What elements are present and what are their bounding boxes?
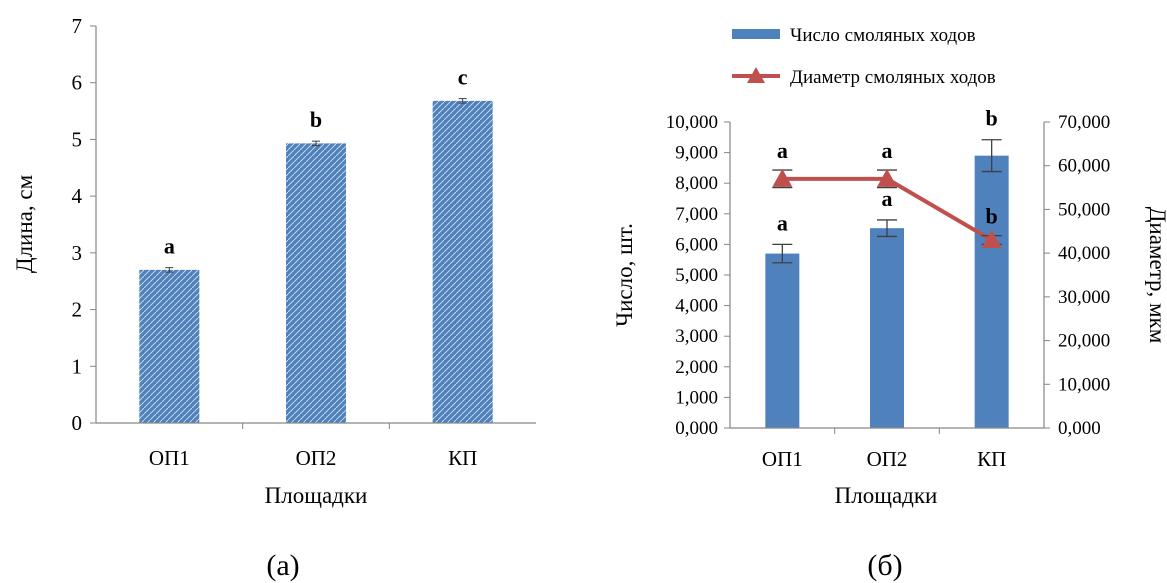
bar-КП — [974, 155, 1009, 428]
y2-tick-label: 10,000 — [1058, 374, 1110, 395]
diameter-point-КП — [981, 230, 1002, 249]
y-tick-label: 3 — [72, 241, 83, 265]
caption-a: (а) — [266, 549, 299, 582]
chart-b: 0,000 1,000 2,000 3,000 4,000 5,000 6,000 7,000… — [612, 25, 1167, 508]
chart-a: 0 1 2 3 4 5 6 7 ОП1 ОП2 КП a b c Площадки Длина, см — [12, 14, 536, 508]
bar-КП — [432, 100, 493, 423]
y-tick-label: 1,000 — [675, 387, 718, 408]
significance-label: b — [310, 107, 322, 132]
diameter-point-ОП1 — [772, 168, 793, 187]
y-tick-label: 10,000 — [666, 112, 718, 133]
chart-a-bars — [139, 98, 493, 424]
bar-ОП1 — [139, 269, 200, 423]
y-tick-label: 8,000 — [675, 173, 718, 194]
x-tick-label: ОП2 — [867, 447, 908, 471]
x-tick-label: ОП1 — [149, 446, 190, 470]
y2-tick-label: 50,000 — [1058, 199, 1110, 220]
chart-b-bars — [765, 139, 1009, 428]
y-tick-label: 1 — [72, 354, 83, 378]
chart-a-y-ticks: 0 1 2 3 4 5 6 7 — [72, 14, 96, 435]
y-tick-label: 0,000 — [675, 418, 718, 439]
significance-label-count: a — [777, 210, 788, 235]
chart-b-x-tick-labels: ОП1 ОП2 КП — [762, 428, 1006, 471]
chart-a-x-axis-title: Площадки — [265, 483, 368, 508]
y-tick-label: 5,000 — [675, 265, 718, 286]
y-tick-label: 0 — [72, 411, 83, 435]
chart-a-y-axis-title: Длина, см — [12, 174, 37, 273]
x-tick-label: ОП1 — [762, 447, 803, 471]
chart-b-y2-ticks: 0,000 10,000 20,000 30,000 40,000 50,000 60,00… — [1044, 112, 1110, 439]
y2-tick-label: 30,000 — [1058, 287, 1110, 308]
x-tick-label: ОП2 — [296, 446, 337, 470]
diameter-point-ОП2 — [877, 168, 897, 187]
significance-label-diameter: b — [986, 204, 998, 229]
y-tick-label: 2,000 — [675, 357, 718, 378]
significance-label-diameter: a — [882, 138, 893, 163]
y2-tick-label: 60,000 — [1058, 156, 1110, 177]
bar-ОП2 — [286, 143, 346, 424]
chart-a-significance-labels: a b c — [164, 65, 468, 259]
y-tick-label: 9,000 — [675, 143, 718, 164]
y-tick-label: 7,000 — [675, 204, 718, 225]
x-tick-label: КП — [448, 446, 477, 470]
bar-ОП2 — [870, 228, 904, 428]
y-tick-label: 6 — [72, 71, 83, 95]
x-tick-label: КП — [977, 447, 1006, 471]
significance-label-count: a — [882, 186, 893, 211]
y-tick-label: 4 — [72, 184, 83, 208]
y2-tick-label: 20,000 — [1058, 331, 1110, 352]
caption-b: (б) — [867, 549, 902, 582]
y2-tick-label: 0,000 — [1058, 418, 1101, 439]
y-tick-label: 6,000 — [675, 234, 718, 255]
significance-label: c — [458, 65, 468, 90]
y-tick-label: 5 — [72, 127, 83, 151]
bar-ОП1 — [765, 253, 800, 428]
chart-b-y-ticks: 0,000 1,000 2,000 3,000 4,000 5,000 6,000 7,000… — [666, 112, 730, 439]
y-tick-label: 2 — [72, 298, 83, 322]
chart-b-line-series — [772, 168, 1002, 249]
legend-bar-label: Число смоляных ходов — [790, 25, 976, 46]
y-tick-label: 7 — [72, 14, 83, 38]
y2-tick-label: 70,000 — [1058, 112, 1110, 133]
legend-line-label: Диаметр смоляных ходов — [790, 67, 996, 88]
chart-b-y2-axis-title: Диаметр, мкм — [1145, 207, 1167, 344]
chart-a-axes — [95, 26, 536, 424]
significance-label-count: b — [986, 106, 998, 131]
y-tick-label: 3,000 — [675, 326, 718, 347]
legend-triangle-marker — [747, 67, 765, 83]
chart-b-y-axis-title: Число, шт. — [612, 223, 637, 327]
y2-tick-label: 40,000 — [1058, 243, 1110, 264]
chart-b-x-axis-title: Площадки — [835, 483, 938, 508]
y-tick-label: 4,000 — [675, 296, 718, 317]
chart-a-x-tick-labels: ОП1 ОП2 КП — [149, 423, 477, 470]
legend-bar-swatch — [732, 29, 780, 39]
chart-b-legend: Число смоляных ходов Диаметр смоляных хо… — [732, 25, 996, 88]
significance-label: a — [164, 234, 175, 259]
significance-label-diameter: a — [777, 138, 788, 163]
